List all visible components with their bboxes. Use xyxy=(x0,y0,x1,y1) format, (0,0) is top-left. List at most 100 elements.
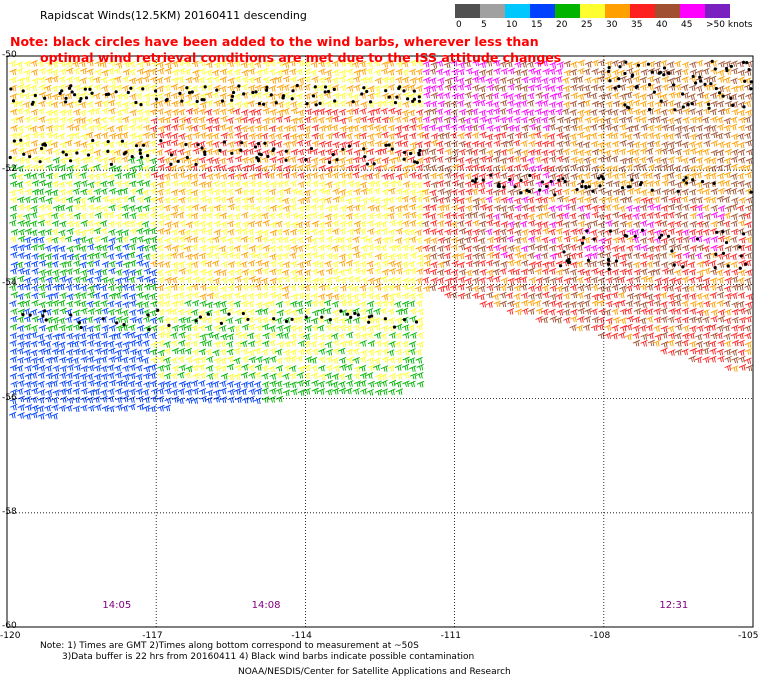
wind-barb xyxy=(471,116,479,124)
wind-barb xyxy=(366,292,375,300)
quality-circle xyxy=(575,188,579,192)
wind-barb xyxy=(575,75,584,83)
wind-barb xyxy=(269,221,278,228)
wind-barb xyxy=(101,100,109,107)
wind-barb xyxy=(204,340,213,347)
wind-barb xyxy=(702,284,710,291)
wind-barb xyxy=(171,108,179,116)
wind-barb xyxy=(50,380,59,387)
wind-barb xyxy=(262,149,270,156)
wind-barb xyxy=(590,252,598,259)
wind-barb xyxy=(381,293,389,300)
wind-barb xyxy=(436,92,444,99)
wind-barb xyxy=(618,59,626,67)
wind-barb xyxy=(185,388,193,396)
wind-barb xyxy=(689,197,697,204)
wind-barb xyxy=(10,291,18,299)
wind-barb xyxy=(85,117,94,124)
quality-circle xyxy=(582,236,586,240)
wind-barb xyxy=(569,180,577,188)
wind-barb xyxy=(359,68,367,75)
wind-barb xyxy=(645,261,654,268)
wind-barb xyxy=(163,292,171,299)
wind-barb xyxy=(547,133,556,140)
wind-barb xyxy=(115,188,123,196)
wind-barb xyxy=(570,76,578,83)
wind-barb xyxy=(254,364,263,371)
wind-barb xyxy=(745,301,753,309)
wind-barb xyxy=(372,172,381,179)
wind-barb xyxy=(386,99,395,107)
wind-barb xyxy=(318,373,326,380)
wind-barb xyxy=(660,316,668,323)
wind-barb xyxy=(416,308,424,315)
wind-barb xyxy=(198,363,206,371)
wind-barb xyxy=(633,252,641,259)
wind-barb xyxy=(85,156,94,163)
wind-barb xyxy=(331,60,340,67)
wind-barb xyxy=(400,307,409,315)
wind-barb xyxy=(262,260,270,268)
wind-barb xyxy=(80,307,88,315)
footer-note-1: Note: 1) Times are GMT 2)Times along bot… xyxy=(40,641,419,651)
wind-barb xyxy=(163,372,172,380)
wind-barb xyxy=(205,221,213,228)
wind-barb xyxy=(471,164,480,171)
wind-barb xyxy=(122,180,130,188)
wind-barb xyxy=(9,323,18,331)
wind-barb xyxy=(443,116,452,124)
wind-barb xyxy=(44,181,53,188)
wind-barb xyxy=(51,308,60,315)
wind-barb xyxy=(311,124,320,131)
wind-barb xyxy=(353,195,362,203)
wind-barb xyxy=(283,187,292,195)
wind-barb xyxy=(612,100,621,107)
wind-barb xyxy=(401,363,410,371)
wind-barb xyxy=(226,355,235,363)
wind-barb xyxy=(255,196,263,203)
wind-barb xyxy=(527,308,535,315)
wind-barb xyxy=(731,339,740,347)
wind-barb xyxy=(625,261,633,268)
wind-barb xyxy=(241,363,249,371)
quality-circle xyxy=(685,181,689,185)
wind-barb xyxy=(457,68,465,75)
wind-barb xyxy=(359,181,368,189)
wind-barb xyxy=(395,372,403,380)
quality-circle xyxy=(169,162,173,166)
wind-barb xyxy=(255,308,263,316)
wind-barb xyxy=(44,283,53,291)
wind-barb xyxy=(178,316,186,324)
wind-barb xyxy=(688,141,696,148)
wind-barb xyxy=(639,76,647,84)
wind-barb xyxy=(66,220,74,228)
wind-barb xyxy=(465,148,473,155)
wind-barb xyxy=(709,108,718,116)
wind-barb xyxy=(184,196,193,203)
wind-barb xyxy=(626,292,635,300)
wind-barb xyxy=(262,76,270,84)
wind-barb xyxy=(695,141,703,148)
wind-barb xyxy=(409,372,418,380)
wind-barb xyxy=(121,404,129,412)
wind-barb xyxy=(464,83,472,91)
wind-barb xyxy=(269,373,277,380)
wind-barb xyxy=(640,220,648,227)
wind-barb xyxy=(128,324,136,331)
wind-barb xyxy=(234,340,243,348)
wind-barb xyxy=(297,172,305,179)
wind-barb xyxy=(478,245,487,252)
wind-barb xyxy=(143,267,151,275)
wind-barb xyxy=(241,284,249,291)
wind-barb xyxy=(10,403,18,411)
wind-barb xyxy=(134,269,143,276)
wind-barb xyxy=(716,324,724,332)
wind-barb xyxy=(346,108,354,115)
quality-circle xyxy=(198,315,203,319)
wind-barb xyxy=(107,141,115,148)
wind-barb xyxy=(479,300,487,308)
wind-barb xyxy=(353,380,362,387)
wind-barb xyxy=(150,171,159,179)
wind-barb xyxy=(176,251,185,259)
wind-barb xyxy=(190,189,199,197)
